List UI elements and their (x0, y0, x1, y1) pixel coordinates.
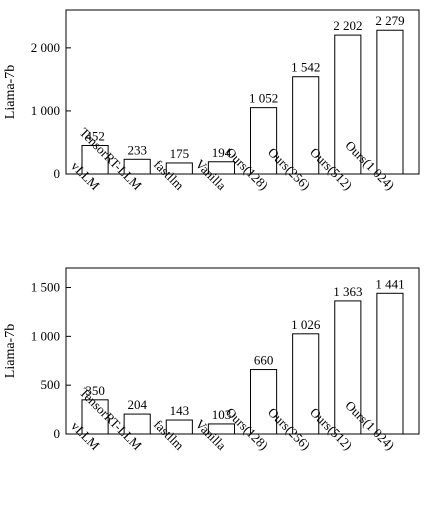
bar-value-label: 452 (85, 128, 105, 143)
bar-value-label: 1 052 (249, 91, 278, 106)
bar-value-label: 233 (127, 142, 147, 157)
category-label: fastllm (151, 157, 187, 193)
bar (81, 399, 109, 435)
bar-value-label: 2 279 (375, 13, 404, 28)
plot-frame (65, 9, 420, 175)
y-axis-label: Liama-7b (3, 65, 18, 119)
bar (334, 300, 362, 435)
y-axis-label: Liama-7b (3, 324, 18, 378)
y-tick-label: 500 (41, 377, 61, 392)
bar (165, 419, 193, 435)
y-tick-label: 1 000 (31, 328, 60, 343)
y-tick-label: 1 000 (31, 103, 60, 118)
y-tick-label: 1 500 (31, 280, 60, 295)
bar-value-label: 194 (212, 145, 232, 160)
bar (207, 161, 235, 175)
bar (81, 144, 109, 175)
bar-value-label: 660 (254, 353, 274, 368)
bar (207, 423, 235, 435)
bar-value-label: 1 441 (375, 276, 404, 291)
bar (250, 369, 278, 435)
bar (250, 107, 278, 175)
bar-value-label: 143 (170, 403, 190, 418)
y-tick-label: 0 (54, 426, 61, 441)
plot-frame (65, 267, 420, 435)
bar-value-label: 350 (85, 383, 105, 398)
bar (165, 162, 193, 175)
bar-value-label: 2 202 (333, 18, 362, 33)
bar-value-label: 1 363 (333, 284, 362, 299)
bar-value-label: 103 (212, 407, 232, 422)
bar (376, 292, 404, 435)
bar-value-label: 175 (170, 146, 190, 161)
y-tick-label: 0 (54, 166, 61, 181)
bar (123, 158, 151, 175)
bar-value-label: 204 (127, 397, 147, 412)
bar-value-label: 1 542 (291, 60, 320, 75)
bar-value-label: 1 026 (291, 317, 321, 332)
bar (376, 29, 404, 175)
bar (123, 413, 151, 435)
y-tick-label: 2 000 (31, 40, 60, 55)
bar (292, 76, 320, 175)
bar (292, 333, 320, 435)
bar (334, 34, 362, 175)
